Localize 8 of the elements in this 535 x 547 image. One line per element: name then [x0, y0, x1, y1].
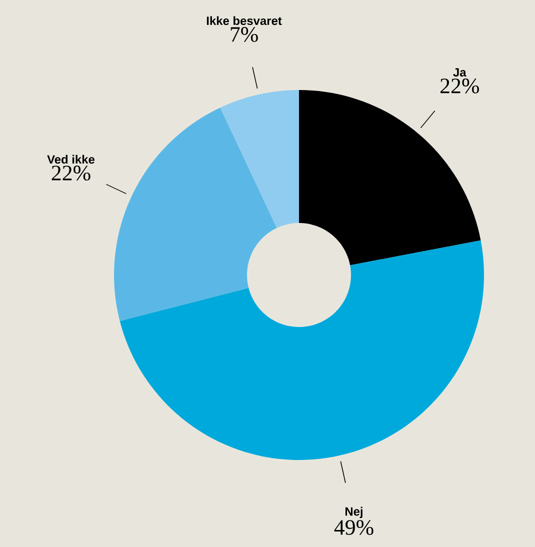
data-label: 49%: [334, 520, 374, 535]
data-label: 22%: [440, 78, 479, 94]
slice-label: Nej: [345, 506, 362, 518]
data-label: 22%: [52, 166, 90, 181]
slice-label: Ja: [453, 68, 466, 77]
slice-label: Ved ikke: [47, 154, 94, 164]
slice-label: Ikke besvaret: [206, 16, 282, 26]
data-label: 7%: [230, 27, 258, 42]
